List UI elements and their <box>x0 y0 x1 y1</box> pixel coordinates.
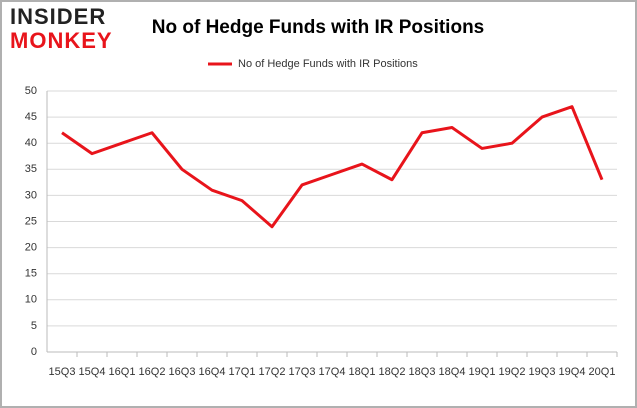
y-tick-label: 50 <box>25 85 37 97</box>
logo-line2: MONKEY <box>10 28 113 53</box>
x-tick-label: 15Q4 <box>79 366 106 378</box>
x-tick-label: 16Q4 <box>199 366 226 378</box>
x-tick-label: 15Q3 <box>49 366 76 378</box>
y-tick-label: 15 <box>25 268 37 280</box>
x-tick-label: 17Q2 <box>259 366 286 378</box>
y-tick-label: 30 <box>25 189 37 201</box>
x-tick-label: 18Q4 <box>439 366 466 378</box>
y-tick-label: 5 <box>31 320 37 332</box>
x-tick-label: 16Q2 <box>139 366 166 378</box>
x-tick-label: 18Q2 <box>379 366 406 378</box>
x-tick-label: 19Q2 <box>499 366 526 378</box>
x-tick-label: 17Q3 <box>289 366 316 378</box>
logo-line1: INSIDER <box>10 4 106 29</box>
y-tick-label: 25 <box>25 215 37 227</box>
x-tick-label: 20Q1 <box>589 366 616 378</box>
x-tick-label: 16Q3 <box>169 366 196 378</box>
x-tick-label: 17Q1 <box>229 366 256 378</box>
y-tick-label: 35 <box>25 163 37 175</box>
x-tick-label: 17Q4 <box>319 366 346 378</box>
series-line <box>61 105 604 229</box>
y-tick-label: 40 <box>25 137 37 149</box>
x-tick-label: 19Q1 <box>469 366 496 378</box>
y-tick-label: 45 <box>25 111 37 123</box>
x-tick-label: 16Q1 <box>109 366 136 378</box>
chart-title: No of Hedge Funds with IR Positions <box>152 17 485 38</box>
y-tick-label: 20 <box>25 242 37 254</box>
x-tick-label: 18Q1 <box>349 366 376 378</box>
legend-label: No of Hedge Funds with IR Positions <box>238 58 418 70</box>
y-tick-label: 0 <box>31 346 37 358</box>
y-tick-label: 10 <box>25 294 37 306</box>
x-tick-label: 19Q4 <box>559 366 586 378</box>
x-tick-label: 18Q3 <box>409 366 436 378</box>
x-tick-label: 19Q3 <box>529 366 556 378</box>
